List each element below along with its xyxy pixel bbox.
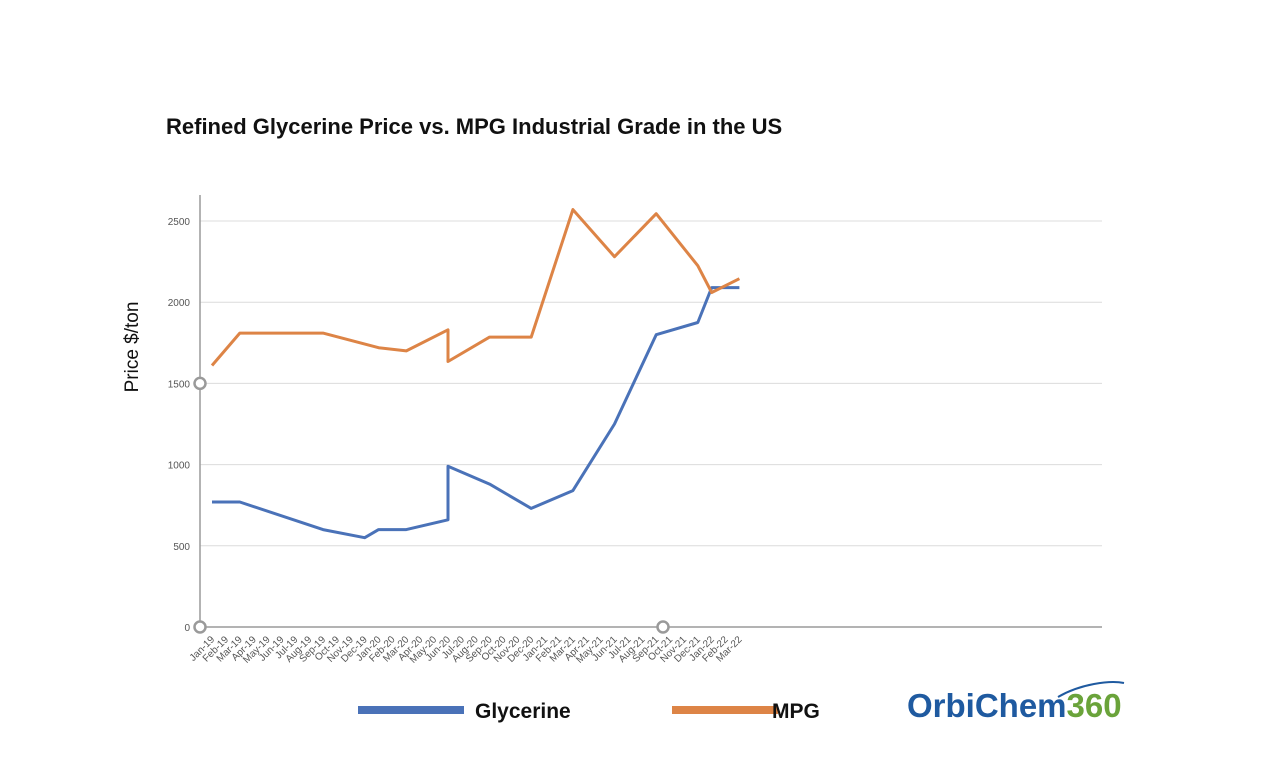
axis-handle — [193, 620, 207, 634]
legend: Glycerine MPG — [358, 700, 820, 723]
y-tick-label: 1500 — [168, 379, 191, 390]
chart-title: Refined Glycerine Price vs. MPG Industri… — [166, 114, 783, 139]
orbichem-logo: OrbiChem360 — [907, 681, 1125, 724]
y-tick-label: 500 — [173, 542, 190, 553]
y-tick-label: 2500 — [168, 217, 191, 228]
logo-number: 360 — [1067, 687, 1122, 724]
grid-lines — [200, 220, 1102, 547]
x-tick-labels: Jan-19Feb-19Mar-19Apr-19May-19Jun-19Jul-… — [188, 634, 745, 666]
logo-swoosh — [1057, 681, 1125, 698]
axis-handles — [193, 376, 670, 634]
axes — [199, 195, 1102, 628]
y-tick-label: 2000 — [168, 298, 191, 309]
axis-handle — [193, 376, 207, 391]
y-tick-label: 0 — [184, 623, 190, 634]
y-axis-label: Price $/ton — [122, 302, 143, 393]
series-line-mpg — [210, 208, 741, 367]
svg-text:OrbiChem360: OrbiChem360 — [907, 687, 1122, 724]
y-tick-labels: 0 500 1000 1500 2000 2500 — [168, 217, 191, 634]
axis-handle — [656, 620, 670, 634]
legend-label: MPG — [772, 700, 820, 723]
legend-label: Glycerine — [475, 700, 571, 723]
series-lines — [210, 208, 741, 540]
y-tick-label: 1000 — [168, 461, 191, 472]
series-line-glycerine — [212, 286, 740, 540]
logo-brand: OrbiChem — [907, 687, 1067, 724]
